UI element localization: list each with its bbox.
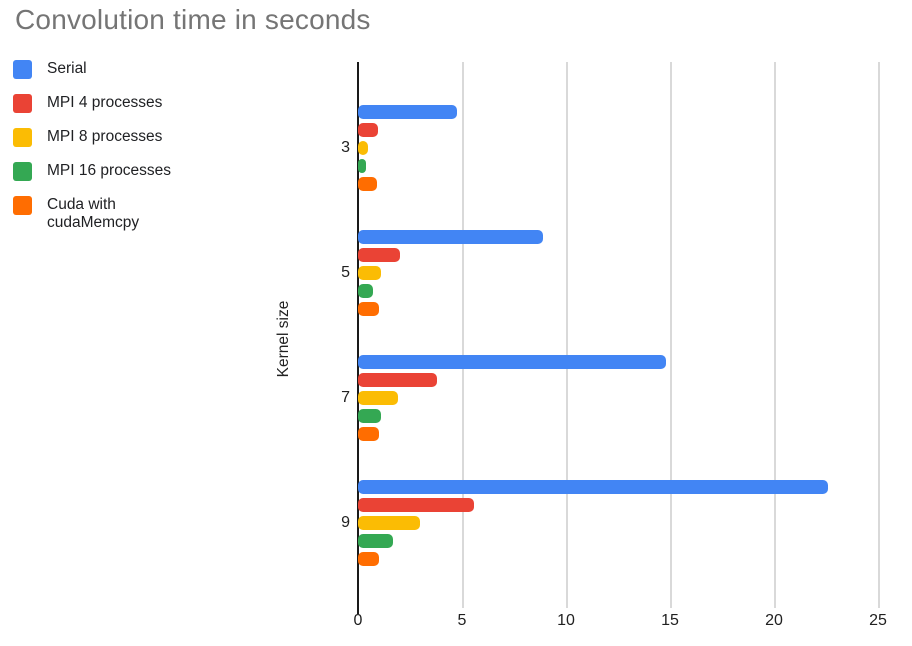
bar-serial-kernel-5[interactable] <box>358 229 544 244</box>
category-label-5: 5 <box>341 263 350 281</box>
bar-mpi-16-processes-kernel-5[interactable] <box>358 283 373 298</box>
bar-mpi-8-processes-kernel-7[interactable] <box>358 390 398 405</box>
gridline-15 <box>670 62 672 608</box>
bar-cuda-with-cudamemcpy-kernel-3[interactable] <box>358 176 377 191</box>
bar-mpi-4-processes-kernel-3[interactable] <box>358 122 378 137</box>
x-tick-label-25: 25 <box>869 612 887 629</box>
legend-label: MPI 16 processes <box>47 162 172 179</box>
legend: Serial MPI 4 processes MPI 8 processes MPI … <box>13 60 207 247</box>
bar-mpi-8-processes-kernel-5[interactable] <box>358 265 381 280</box>
y-axis-title: Kernel size <box>275 300 292 378</box>
legend-label: Cuda with cudaMemcpy <box>47 196 140 231</box>
bar-mpi-16-processes-kernel-3[interactable] <box>358 158 367 173</box>
legend-swatch-icon <box>13 94 32 113</box>
legend-item-mpi-16-processes[interactable]: MPI 16 processes <box>13 162 207 181</box>
x-tick-label-5: 5 <box>457 612 467 629</box>
x-tick-label-20: 20 <box>765 612 783 629</box>
bar-groups <box>358 85 878 585</box>
legend-item-mpi-8-processes[interactable]: MPI 8 processes <box>13 128 207 147</box>
plot-area <box>357 62 880 614</box>
x-tick-label-10: 10 <box>557 612 575 629</box>
legend-item-cuda-with-cudamemcpy[interactable]: Cuda with cudaMemcpy <box>13 196 207 232</box>
bar-mpi-8-processes-kernel-9[interactable] <box>358 515 421 530</box>
bar-group-kernel-5 <box>358 210 878 335</box>
bar-mpi-16-processes-kernel-9[interactable] <box>358 533 394 548</box>
legend-swatch-icon <box>13 60 32 79</box>
category-label-7: 7 <box>341 388 350 406</box>
bar-group-kernel-9 <box>358 460 878 585</box>
legend-label: MPI 8 processes <box>47 128 163 145</box>
legend-swatch-icon <box>13 128 32 147</box>
bar-mpi-4-processes-kernel-5[interactable] <box>358 247 400 262</box>
bar-mpi-4-processes-kernel-9[interactable] <box>358 497 475 512</box>
bar-mpi-4-processes-kernel-7[interactable] <box>358 372 438 387</box>
category-label-3: 3 <box>341 138 350 156</box>
chart-title: Convolution time in seconds <box>15 4 371 35</box>
x-tick-label-15: 15 <box>661 612 679 629</box>
legend-item-serial[interactable]: Serial <box>13 60 207 79</box>
legend-label: Serial <box>47 60 87 77</box>
gridline-20 <box>774 62 776 608</box>
legend-item-mpi-4-processes[interactable]: MPI 4 processes <box>13 94 207 113</box>
category-label-9: 9 <box>341 513 350 531</box>
bar-group-kernel-7 <box>358 335 878 460</box>
bar-serial-kernel-7[interactable] <box>358 354 666 369</box>
legend-label: MPI 4 processes <box>47 94 163 111</box>
x-tick-label-0: 0 <box>353 612 363 629</box>
bar-mpi-8-processes-kernel-3[interactable] <box>358 140 369 155</box>
legend-swatch-icon <box>13 196 32 215</box>
gridline-25 <box>878 62 880 608</box>
bar-cuda-with-cudamemcpy-kernel-9[interactable] <box>358 551 379 566</box>
y-axis-line <box>357 62 359 614</box>
bar-group-kernel-3 <box>358 85 878 210</box>
bar-mpi-16-processes-kernel-7[interactable] <box>358 408 381 423</box>
gridline-5 <box>462 62 464 608</box>
legend-swatch-icon <box>13 162 32 181</box>
bar-cuda-with-cudamemcpy-kernel-7[interactable] <box>358 426 379 441</box>
bar-cuda-with-cudamemcpy-kernel-5[interactable] <box>358 301 379 316</box>
bar-serial-kernel-3[interactable] <box>358 104 457 119</box>
bar-serial-kernel-9[interactable] <box>358 479 829 494</box>
gridline-10 <box>566 62 568 608</box>
